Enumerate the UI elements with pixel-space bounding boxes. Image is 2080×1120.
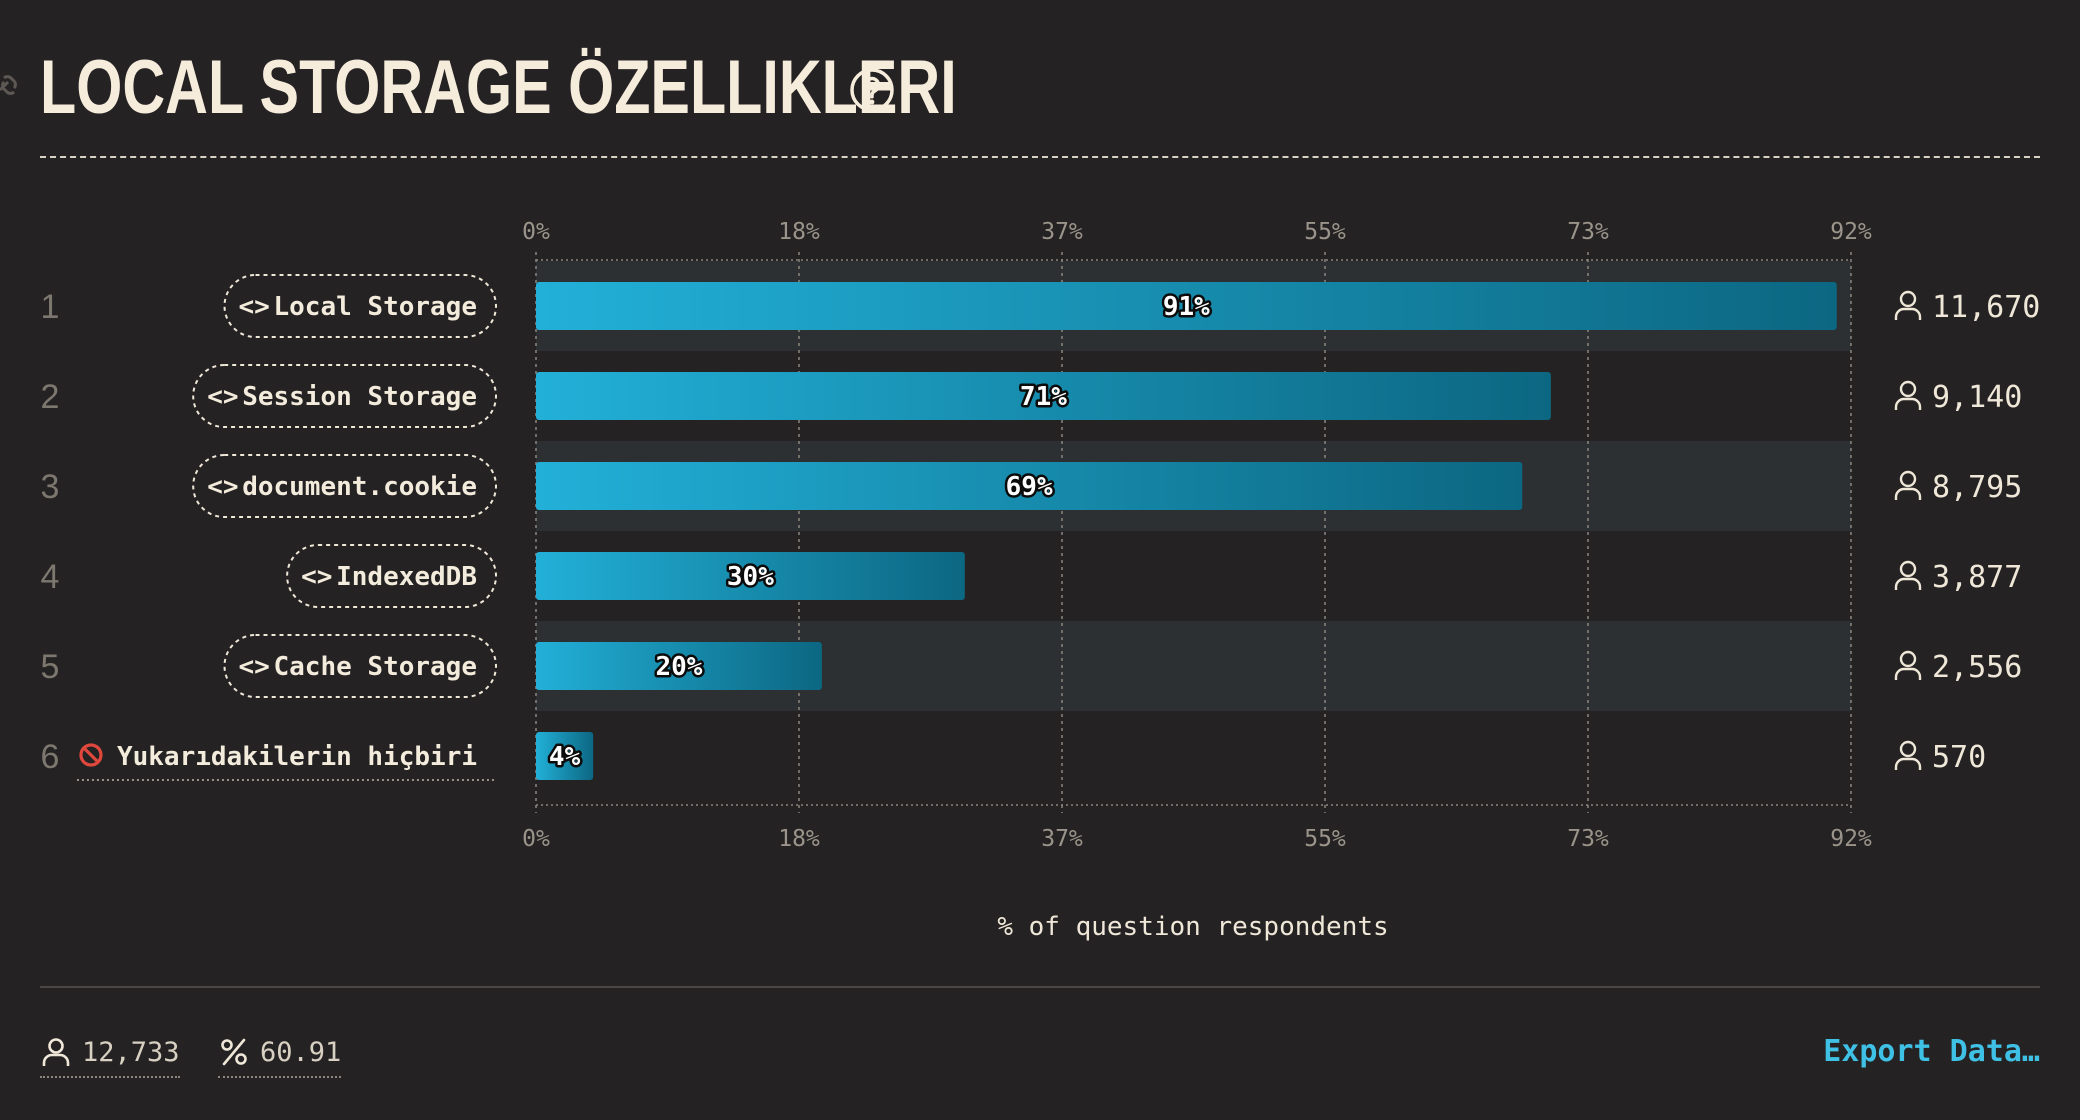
user-icon-body — [1894, 667, 1922, 680]
category-label[interactable]: Cache Storage<> — [223, 634, 497, 698]
user-icon-body — [1894, 397, 1922, 410]
user-icon — [1899, 740, 1917, 758]
code-icon: <> — [239, 292, 270, 322]
respondent-count: 570 — [1932, 740, 1986, 775]
percent-icon — [221, 1038, 247, 1066]
category-label-text: document.cookie — [242, 472, 477, 502]
x-tick-label-top: 55% — [1304, 219, 1346, 245]
user-icon — [1899, 380, 1917, 398]
percentage-stat[interactable]: 60.91 — [218, 1030, 342, 1078]
page-title: LOCAL STORAGE ÖZELLIKLERI — [40, 45, 957, 130]
bar-value-label: 30% — [727, 562, 774, 592]
bar — [536, 552, 965, 600]
bar-value-label: 69% — [1006, 472, 1053, 502]
code-pill-border — [223, 634, 497, 698]
category-label-text: Session Storage — [242, 382, 477, 412]
x-axis-label: % of question respondents — [997, 912, 1388, 942]
bar-value-label: 4% — [549, 742, 581, 772]
user-icon-body — [1894, 757, 1922, 770]
footer-divider — [40, 986, 2040, 988]
category-label-text: Yukarıdakilerin hiçbiri — [117, 742, 477, 772]
respondents-count: 12,733 — [82, 1036, 180, 1068]
rank-number: 2 — [41, 378, 60, 416]
bar — [536, 642, 822, 690]
export-data-link[interactable]: Export Data… — [1823, 1034, 2040, 1069]
title-divider — [40, 156, 2040, 158]
respondent-count: 9,140 — [1932, 380, 2022, 415]
bar-value-label: 71% — [1020, 382, 1067, 412]
category-label[interactable]: Local Storage<> — [223, 274, 497, 338]
percentage-value: 60.91 — [260, 1036, 342, 1068]
code-pill-border — [192, 454, 497, 518]
rank-number: 5 — [41, 648, 60, 686]
bar — [536, 282, 1837, 330]
code-pill-border — [223, 274, 497, 338]
user-icon — [1899, 470, 1917, 488]
user-icon — [1899, 650, 1917, 668]
x-tick-label-top: 0% — [522, 219, 550, 245]
respondent-count: 2,556 — [1932, 650, 2022, 685]
user-icon — [42, 1038, 70, 1066]
prohibited-icon-slash — [82, 746, 100, 764]
respondents-stat[interactable]: 12,733 — [40, 1030, 180, 1078]
category-label-text: Local Storage — [274, 292, 478, 322]
code-icon: <> — [207, 382, 238, 412]
user-icon-body — [1894, 307, 1922, 320]
code-pill-border — [286, 544, 497, 608]
user-icon — [1899, 560, 1917, 578]
respondent-count: 8,795 — [1932, 470, 2022, 505]
link-icon[interactable] — [0, 70, 24, 100]
bar-chart: 0% 18% 37% 55% 73% 92% 0% 18% 37% 55% 73% 92% 91% 7… — [41, 219, 2041, 942]
respondent-count: 11,670 — [1932, 290, 2040, 325]
category-label-text: IndexedDB — [336, 562, 477, 592]
rank-number: 3 — [41, 468, 60, 506]
rank-number: 4 — [41, 558, 60, 596]
x-tick-label-bottom: 0% — [522, 826, 550, 852]
help-icon[interactable] — [848, 66, 896, 114]
category-label[interactable]: Yukarıdakilerin hiçbiri — [76, 742, 496, 781]
bar-value-label: 91% — [1163, 292, 1210, 322]
code-icon: <> — [301, 562, 332, 592]
rank-number: 6 — [41, 738, 60, 776]
bar — [536, 732, 594, 780]
x-tick-label-bottom: 92% — [1830, 826, 1872, 852]
x-tick-label-top: 37% — [1041, 219, 1083, 245]
x-tick-label-bottom: 55% — [1304, 826, 1346, 852]
user-icon-body — [1894, 577, 1922, 590]
bar — [536, 372, 1551, 420]
category-label[interactable]: document.cookie<> — [192, 454, 497, 518]
code-pill-border — [192, 364, 497, 428]
bar-value-label: 20% — [655, 652, 702, 682]
category-label-text: Cache Storage — [274, 652, 478, 682]
bar — [536, 462, 1523, 510]
x-tick-label-bottom: 37% — [1041, 826, 1083, 852]
code-icon: <> — [239, 652, 270, 682]
respondent-count: 3,877 — [1932, 560, 2022, 595]
category-label[interactable]: Session Storage<> — [192, 364, 497, 428]
x-tick-label-bottom: 18% — [778, 826, 820, 852]
rank-number: 1 — [41, 288, 60, 326]
x-tick-label-bottom: 73% — [1567, 826, 1609, 852]
x-tick-label-top: 73% — [1567, 219, 1609, 245]
user-icon-body — [1894, 487, 1922, 500]
x-tick-label-top: 18% — [778, 219, 820, 245]
user-icon — [1899, 290, 1917, 308]
prohibited-icon — [79, 743, 103, 767]
code-icon: <> — [207, 472, 238, 502]
category-label[interactable]: IndexedDB<> — [286, 544, 497, 608]
x-tick-label-top: 92% — [1830, 219, 1872, 245]
